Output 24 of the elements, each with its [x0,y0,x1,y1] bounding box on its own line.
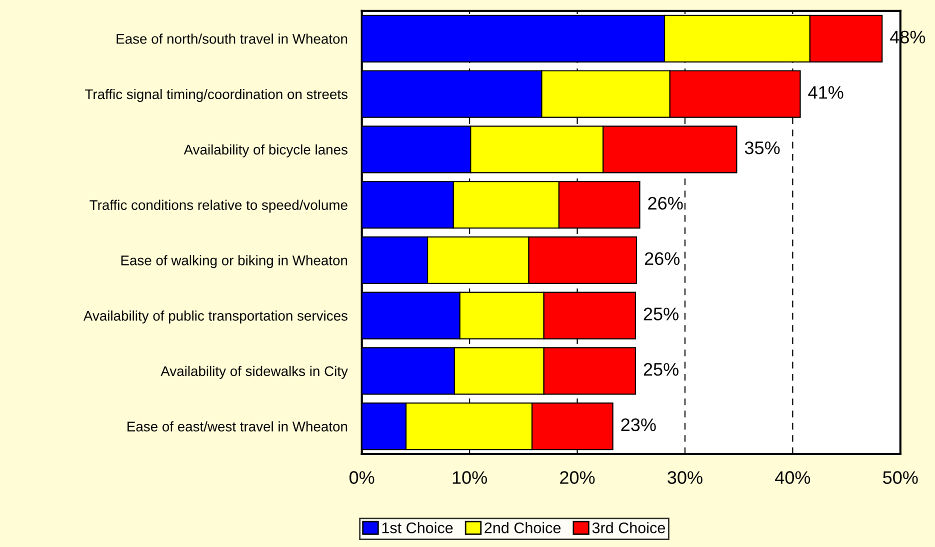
legend-label: 2nd Choice [484,522,561,534]
total-label: 26% [644,252,680,266]
legend-label: 1st Choice [382,522,453,534]
y-tick-label: Traffic conditions relative to speed/volume [90,200,348,213]
y-tick-label: Traffic signal timing/coordination on streets [85,88,348,102]
x-tick-label: 10% [452,471,487,484]
total-label: 25% [644,308,678,320]
total-label: 23% [621,418,656,432]
total-label: 35% [744,141,780,154]
total-label: 41% [808,86,844,99]
total-label: 26% [648,196,683,210]
x-tick-label: 20% [560,471,595,484]
y-tick-label: Ease of walking or biking in Wheaton [121,255,348,268]
x-tick-label: 40% [775,471,810,484]
x-tick-label: 50% [883,471,918,484]
y-tick-label: Availability of sidewalks in City [160,366,348,379]
y-tick-label: Ease of east/west travel in Wheaton [128,421,348,432]
legend-label: 3rd Choice [592,522,665,534]
y-tick-label: Availability of public transportation services [83,310,348,324]
total-label: 25% [644,362,678,376]
x-tick-label: 30% [668,471,702,484]
x-tick-label: 0% [350,471,374,484]
y-tick-label: Availability of bicycle lanes [184,144,348,158]
y-tick-label: Ease of north/south travel in Wheaton [116,34,348,44]
